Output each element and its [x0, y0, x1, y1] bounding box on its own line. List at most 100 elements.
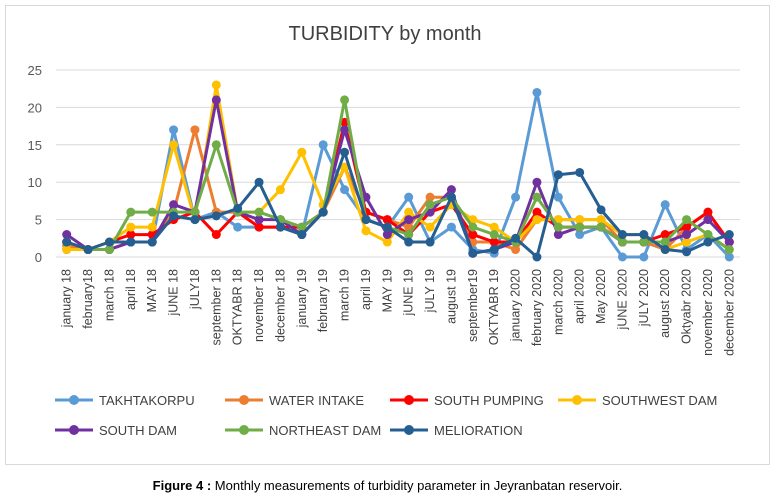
data-point: [126, 230, 136, 240]
data-point: [575, 167, 585, 177]
x-tick-label: september19: [466, 269, 480, 342]
turbidity-line-chart: TURBIDITY by month 0 5 10 15 20 25 january 18…: [28, 23, 740, 438]
data-point: [511, 233, 521, 243]
x-tick-label: december 2020: [722, 269, 736, 356]
data-point: [575, 215, 585, 225]
legend-label: SOUTHWEST DAM: [602, 393, 717, 408]
data-point: [83, 245, 93, 255]
data-point: [553, 230, 563, 240]
legend-swatch-marker: [572, 395, 582, 405]
data-point: [275, 222, 285, 232]
data-point: [532, 87, 542, 97]
x-tick-label: jULY18: [188, 269, 202, 310]
x-tick-label: february 2020: [530, 269, 544, 346]
x-tick-label: april 19: [359, 269, 373, 310]
x-tick-label: november 18: [252, 269, 266, 342]
x-tick-label: august 2020: [658, 269, 672, 338]
legend-label: MELIORATION: [434, 423, 523, 438]
x-tick-label: march 2020: [551, 269, 565, 335]
data-point: [639, 230, 649, 240]
legend-label: NORTHEAST DAM: [269, 423, 381, 438]
x-tick-label: jULY 19: [423, 269, 437, 313]
data-point: [596, 215, 606, 225]
data-point: [596, 205, 606, 215]
data-point: [596, 222, 606, 232]
legend-swatch-marker: [69, 425, 79, 435]
data-point: [211, 80, 221, 90]
data-point: [318, 140, 328, 150]
data-point: [468, 248, 478, 258]
data-point: [404, 192, 414, 202]
data-point: [660, 230, 670, 240]
data-point: [211, 140, 221, 150]
data-point: [190, 215, 200, 225]
data-point: [318, 207, 328, 217]
data-point: [340, 95, 350, 105]
data-point: [532, 215, 542, 225]
data-point: [682, 222, 692, 232]
caption-text: Monthly measurements of turbidity parame…: [211, 478, 623, 493]
data-point: [532, 177, 542, 187]
data-point: [639, 252, 649, 262]
data-point: [446, 185, 456, 195]
data-point: [361, 215, 371, 225]
data-point: [382, 230, 392, 240]
data-point: [660, 200, 670, 210]
x-tick-label: MAY 18: [145, 269, 159, 312]
data-point: [404, 237, 414, 247]
data-point: [425, 237, 435, 247]
data-point: [62, 245, 72, 255]
legend-label: WATER INTAKE: [269, 393, 364, 408]
y-axis-ticks: 0 5 10 15 20 25: [28, 63, 42, 265]
data-point: [211, 211, 221, 221]
data-point: [532, 192, 542, 202]
figure-caption: Figure 4 : Monthly measurements of turbi…: [0, 478, 775, 493]
data-point: [147, 237, 157, 247]
legend-label: SOUTH PUMPING: [434, 393, 544, 408]
data-point: [617, 252, 627, 262]
data-point: [468, 222, 478, 232]
data-point: [382, 222, 392, 232]
data-point: [660, 245, 670, 255]
data-point: [211, 95, 221, 105]
data-point: [489, 237, 499, 247]
data-point: [361, 226, 371, 236]
legend: TAKHTAKORPU WATER INTAKE SOUTH PUMPING SOUT…: [55, 393, 717, 438]
x-tick-label: OKTYABR 18: [231, 269, 245, 345]
data-point: [425, 192, 435, 202]
x-tick-label: MAY 19: [380, 269, 394, 312]
data-point: [703, 207, 713, 217]
data-point: [126, 237, 136, 247]
data-point: [489, 222, 499, 232]
data-point: [62, 230, 72, 240]
data-point: [126, 207, 136, 217]
y-tick-label: 25: [28, 63, 42, 78]
data-point: [340, 147, 350, 157]
x-tick-label: january 18: [60, 269, 74, 328]
data-point: [233, 222, 243, 232]
x-tick-label: jUNE 19: [402, 269, 416, 317]
legend-swatch-marker: [404, 425, 414, 435]
data-point: [297, 230, 307, 240]
data-point: [682, 215, 692, 225]
data-point: [617, 230, 627, 240]
data-point: [190, 207, 200, 217]
data-point: [275, 185, 285, 195]
data-point: [233, 203, 243, 213]
y-tick-label: 5: [35, 213, 42, 228]
legend-swatch-marker: [404, 395, 414, 405]
data-point: [703, 215, 713, 225]
legend-item: SOUTHWEST DAM: [558, 393, 717, 408]
data-point: [425, 200, 435, 210]
x-tick-label: august 19: [444, 269, 458, 324]
x-tick-label: May 2020: [594, 269, 608, 324]
data-point: [425, 222, 435, 232]
data-point: [254, 207, 264, 217]
y-tick-label: 0: [35, 250, 42, 265]
x-tick-label: april 2020: [573, 269, 587, 324]
data-point: [147, 222, 157, 232]
legend-swatch-marker: [239, 425, 249, 435]
x-tick-label: OKTYABR 19: [487, 269, 501, 345]
data-point: [682, 237, 692, 247]
data-point: [532, 207, 542, 217]
